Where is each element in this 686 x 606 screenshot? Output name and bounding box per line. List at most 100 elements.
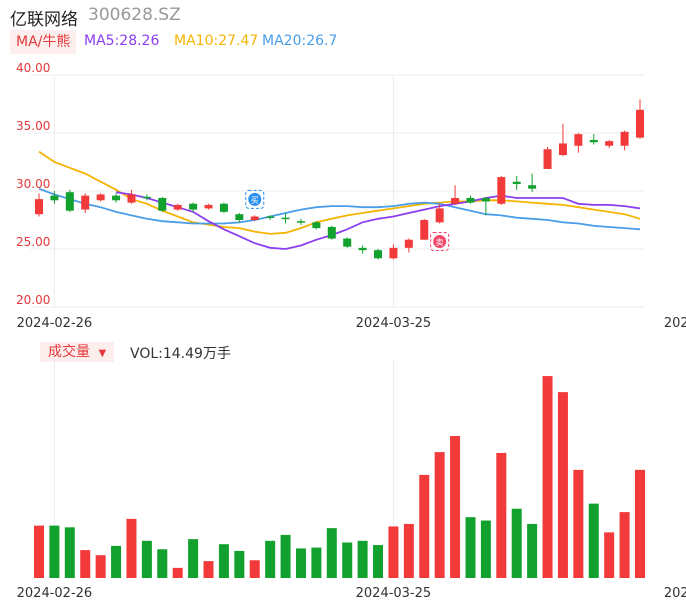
candle-body: [235, 214, 244, 220]
signal-label: 卖: [436, 238, 444, 247]
signal-frame: [430, 231, 450, 251]
candle-body: [481, 197, 490, 202]
volume-bar: [588, 503, 599, 578]
volume-bar: [157, 549, 168, 578]
volume-bar: [265, 540, 276, 578]
volume-bar: [342, 542, 353, 578]
stock-name: 亿联网络: [10, 10, 78, 30]
volume-bar: [64, 527, 75, 578]
candle-body: [173, 204, 182, 210]
volume-bar: [311, 547, 322, 578]
ma20-line: [38, 187, 641, 231]
volume-bar: [95, 555, 106, 578]
buy-signal-icon: 买: [245, 189, 265, 209]
x-axis-date-label: 2024-02-26: [17, 316, 93, 331]
dropdown-caret-icon: ▼: [98, 348, 107, 359]
volume-bar: [280, 534, 291, 578]
volume-bar: [326, 528, 337, 578]
candle-body: [435, 208, 444, 223]
candle-body: [343, 238, 352, 247]
volume-bar: [557, 392, 568, 578]
candle-body: [189, 203, 198, 210]
candle-body: [219, 203, 228, 212]
candle-body: [204, 204, 213, 209]
y-tick-label: 30.00: [16, 177, 50, 191]
candle-body: [250, 216, 259, 220]
candle-body: [389, 247, 398, 259]
candle-body: [589, 139, 598, 143]
candle-body: [35, 199, 43, 215]
signal-dot: [248, 192, 262, 206]
volume-bar: [49, 525, 60, 578]
sell-signal-icon: 卖: [430, 231, 450, 251]
volume-bar: [465, 517, 476, 578]
signal-label: 买: [251, 196, 259, 205]
candle-body: [50, 195, 59, 201]
volume-bar: [111, 545, 122, 578]
candle-body: [374, 250, 383, 259]
volume-indicator-dropdown[interactable]: 成交量 ▼: [40, 342, 115, 362]
volume-bar: [419, 474, 430, 578]
volume-bar: [218, 544, 229, 578]
volume-bar: [480, 520, 491, 578]
x-axis-date-label: 2024-03-25: [356, 586, 432, 601]
candle-body: [127, 194, 136, 203]
candle-body: [620, 131, 629, 146]
volume-bar: [373, 545, 384, 578]
volume-bar: [434, 452, 445, 578]
candle-body: [296, 221, 305, 223]
volume-summary: VOL:14.49万手: [130, 346, 231, 362]
candle-body: [420, 220, 429, 240]
candle-body: [528, 185, 537, 189]
volume-bar: [80, 550, 91, 578]
volume-bar: [357, 540, 368, 578]
candle-body: [142, 196, 151, 199]
candle-body: [65, 192, 74, 211]
candle-body: [327, 226, 336, 239]
y-tick-label: 40.00: [16, 61, 50, 75]
volume-bar: [635, 469, 645, 578]
volume-bar: [295, 548, 306, 578]
volume-bar: [450, 436, 461, 578]
y-tick-label: 20.00: [16, 293, 50, 307]
ma5-legend: MA5:28.26: [84, 33, 160, 49]
volume-bar: [511, 508, 522, 578]
ma10-line: [38, 150, 641, 235]
volume-bar: [573, 469, 584, 578]
volume-toggle-label: 成交量: [48, 344, 90, 360]
candle-body: [312, 222, 321, 229]
candle-body: [358, 247, 367, 251]
x-axis-date-label: 2024-03-25: [356, 316, 432, 331]
volume-bar: [126, 518, 137, 578]
signal-dot: [433, 234, 447, 248]
volume-bar: [249, 560, 260, 578]
candle-body: [404, 239, 413, 248]
candle-body: [558, 143, 567, 156]
ma-toggle-button[interactable]: MA/牛熊: [10, 30, 77, 54]
volume-bar: [388, 526, 399, 578]
volume-bar: [496, 452, 507, 578]
y-tick-label: 25.00: [16, 235, 50, 249]
candle-body: [96, 194, 105, 201]
signal-frame: [245, 189, 265, 209]
volume-bar: [234, 550, 245, 578]
x-axis-date-label: 2024-04-23: [664, 316, 686, 331]
candle-body: [158, 197, 167, 211]
volume-bar: [527, 523, 538, 578]
volume-bar: [619, 512, 630, 578]
ma20-legend: MA20:26.7: [262, 33, 338, 49]
volume-bar: [34, 525, 44, 578]
candle-body: [112, 195, 121, 201]
volume-bar: [403, 523, 414, 578]
candle-body: [451, 197, 460, 204]
x-axis-date-label: 2024-02-26: [17, 586, 93, 601]
y-tick-label: 35.00: [16, 119, 50, 133]
stock-code: 300628.SZ: [88, 5, 181, 25]
x-axis-date-label: 2024-04-23: [664, 586, 686, 601]
candle-body: [266, 216, 275, 219]
candle-body: [543, 149, 552, 169]
candle-body: [81, 195, 90, 210]
volume-bar: [141, 540, 152, 578]
volume-bar: [542, 376, 553, 578]
